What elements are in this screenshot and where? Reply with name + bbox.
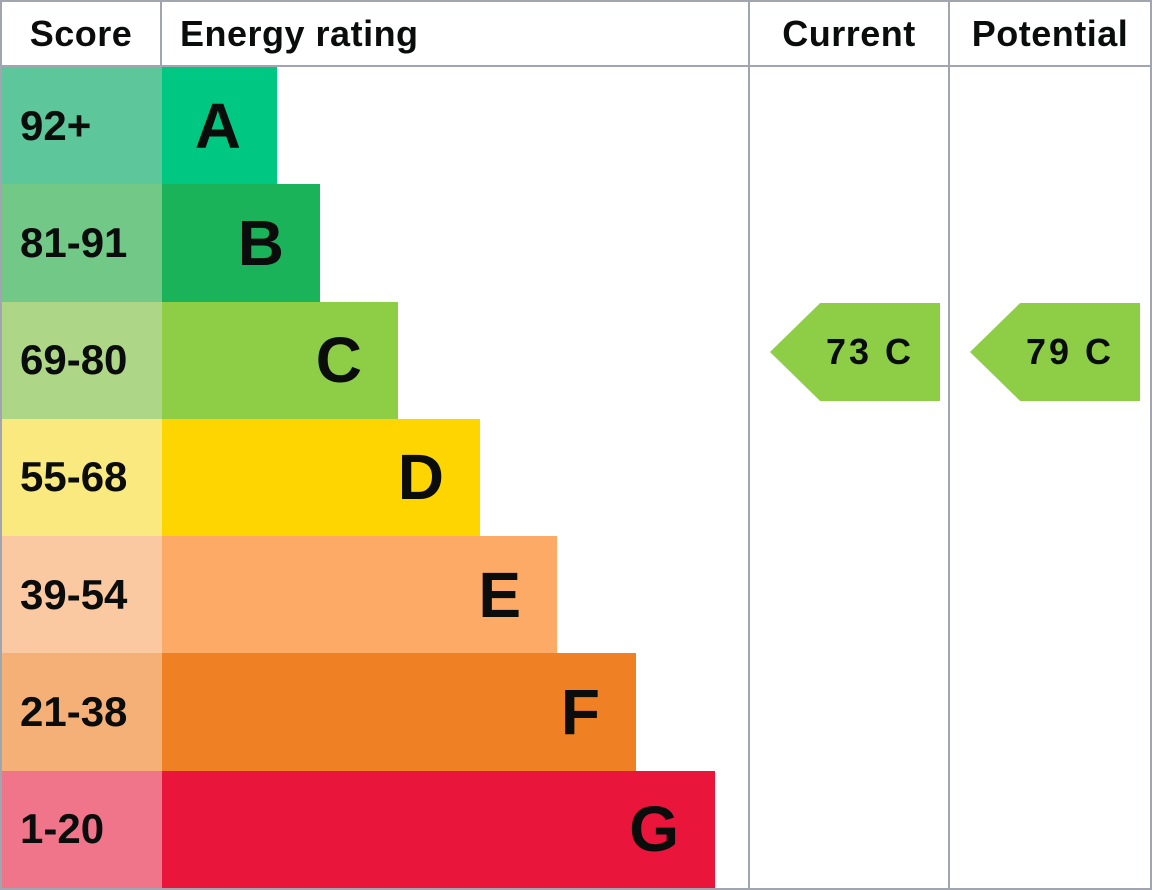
energy-rating-column-header: Energy rating xyxy=(162,2,748,67)
potential-arrow-area: 79 C xyxy=(950,67,1150,888)
band-row-f: 21-38 F xyxy=(2,653,748,771)
band-row-c: 69-80 C xyxy=(2,301,748,419)
band-bar-e: E xyxy=(162,536,557,654)
table-header-row: Score Energy rating xyxy=(2,2,748,67)
band-row-e: 39-54 E xyxy=(2,536,748,654)
band-bar-c: C xyxy=(162,301,398,419)
score-column-header: Score xyxy=(2,2,162,67)
band-score-g: 1-20 xyxy=(2,770,162,888)
band-bar-g: G xyxy=(162,770,715,888)
band-score-f: 21-38 xyxy=(2,653,162,771)
potential-rating-arrow: 79 C xyxy=(970,303,1140,401)
band-score-a: 92+ xyxy=(2,67,162,185)
band-bar-f: F xyxy=(162,653,636,771)
potential-header-row: Potential xyxy=(950,2,1150,67)
band-bar-b: B xyxy=(162,184,320,302)
band-bar-a: A xyxy=(162,67,277,185)
band-row-a: 92+ A xyxy=(2,67,748,185)
current-column-header: Current xyxy=(750,2,948,67)
current-rating-column: Current 73 C xyxy=(748,2,948,888)
band-bar-d: D xyxy=(162,418,480,537)
band-score-b: 81-91 xyxy=(2,184,162,302)
band-score-e: 39-54 xyxy=(2,536,162,654)
band-score-d: 55-68 xyxy=(2,418,162,537)
band-score-c: 69-80 xyxy=(2,301,162,419)
band-row-d: 55-68 D xyxy=(2,418,748,537)
current-header-row: Current xyxy=(750,2,948,67)
band-rows: 92+ A 81-91 B 69-80 C 55-68 D 39-54 E 21… xyxy=(2,67,748,888)
band-row-g: 1-20 G xyxy=(2,770,748,888)
band-row-b: 81-91 B xyxy=(2,184,748,302)
current-rating-arrow: 73 C xyxy=(770,303,940,401)
potential-rating-column: Potential 79 C xyxy=(948,2,1150,888)
rating-bands-column: Score Energy rating 92+ A 81-91 B 69-80 … xyxy=(2,2,748,888)
current-arrow-area: 73 C xyxy=(750,67,948,888)
potential-column-header: Potential xyxy=(950,2,1150,67)
